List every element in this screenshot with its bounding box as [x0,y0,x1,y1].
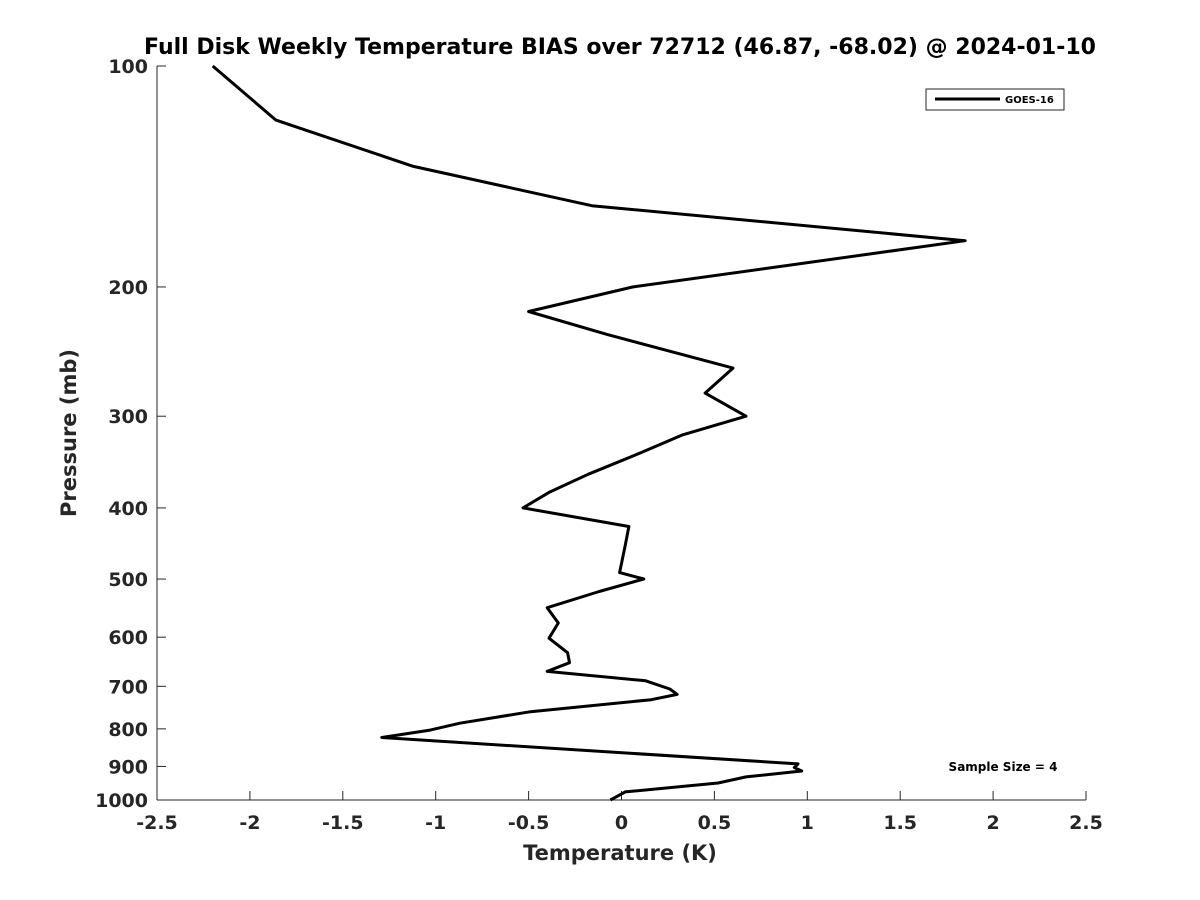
axes: -2.5 -2 -1.5 -1 -0.5 0 0.5 1 1.5 2 2.5 100 200 300 400… [95,56,1103,834]
series-layer [211,64,967,802]
y-tick-label: 700 [108,676,148,698]
y-tick-label: 200 [108,277,148,299]
legend: GOES-16 [925,88,1065,111]
x-tick-label: 0 [615,812,628,834]
y-tick-label: 800 [108,719,148,741]
y-axis-title: Pressure (mb) [57,349,81,517]
series-line-goes-16 [211,64,967,802]
x-axis-title: Temperature (K) [523,841,717,865]
x-tick-label: 1.5 [883,812,917,834]
x-tick-label: -1.5 [322,812,364,834]
y-tick-label: 600 [108,627,148,649]
x-tick-label: -0.5 [508,812,550,834]
chart-title: Full Disk Weekly Temperature BIAS over 7… [144,35,1096,60]
x-tick-label: 0.5 [698,812,732,834]
y-tick-label: 900 [108,756,148,778]
x-tick-label: 2.5 [1069,812,1103,834]
x-tick-label: -1 [425,812,446,834]
legend-entry-label: GOES-16 [1005,95,1054,106]
y-tick-label: 1000 [95,790,148,812]
x-tick-label: 2 [986,812,999,834]
y-tick-label: 300 [108,406,148,428]
x-tick-label: 1 [801,812,814,834]
y-tick-label: 100 [108,56,148,78]
y-tick-label: 500 [108,569,148,591]
x-tick-label: -2.5 [136,812,178,834]
y-tick-label: 400 [108,498,148,520]
x-tick-label: -2 [239,812,260,834]
sample-size-annotation: Sample Size = 4 [949,760,1058,774]
